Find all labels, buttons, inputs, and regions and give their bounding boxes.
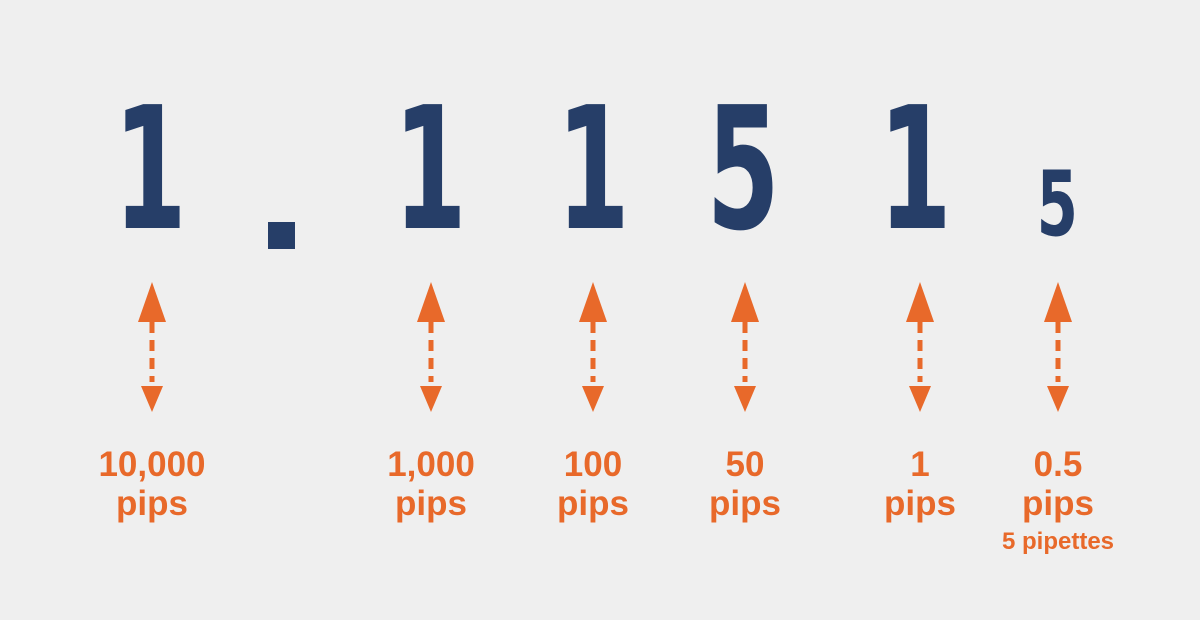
price-digit-5: 1 — [878, 71, 952, 269]
price-digit-4: 5 — [706, 71, 780, 269]
double-arrow-icon — [906, 282, 934, 412]
double-arrow-icon — [1044, 282, 1072, 412]
double-arrow-icon — [579, 282, 607, 412]
pip-label-0-5: 0.5 pips 5 pipettes — [978, 445, 1138, 555]
pip-label-100: 100 pips — [557, 445, 629, 523]
double-arrow-icon — [417, 282, 445, 412]
price-digit-3: 1 — [556, 71, 630, 269]
pip-label-1000: 1,000 pips — [387, 445, 475, 523]
price-digit-6: 5 — [1036, 152, 1078, 257]
price-digit-1: 1 — [113, 71, 187, 269]
double-arrow-icon — [731, 282, 759, 412]
pip-label-10000: 10,000 pips — [98, 445, 206, 523]
decimal-point — [268, 222, 295, 249]
price-digit-2: 1 — [393, 71, 467, 269]
pipettes-note: 5 pipettes — [1001, 528, 1115, 555]
double-arrow-icon — [138, 282, 166, 412]
pip-label-1: 1 pips — [884, 445, 956, 523]
pip-label-50: 50 pips — [709, 445, 781, 523]
